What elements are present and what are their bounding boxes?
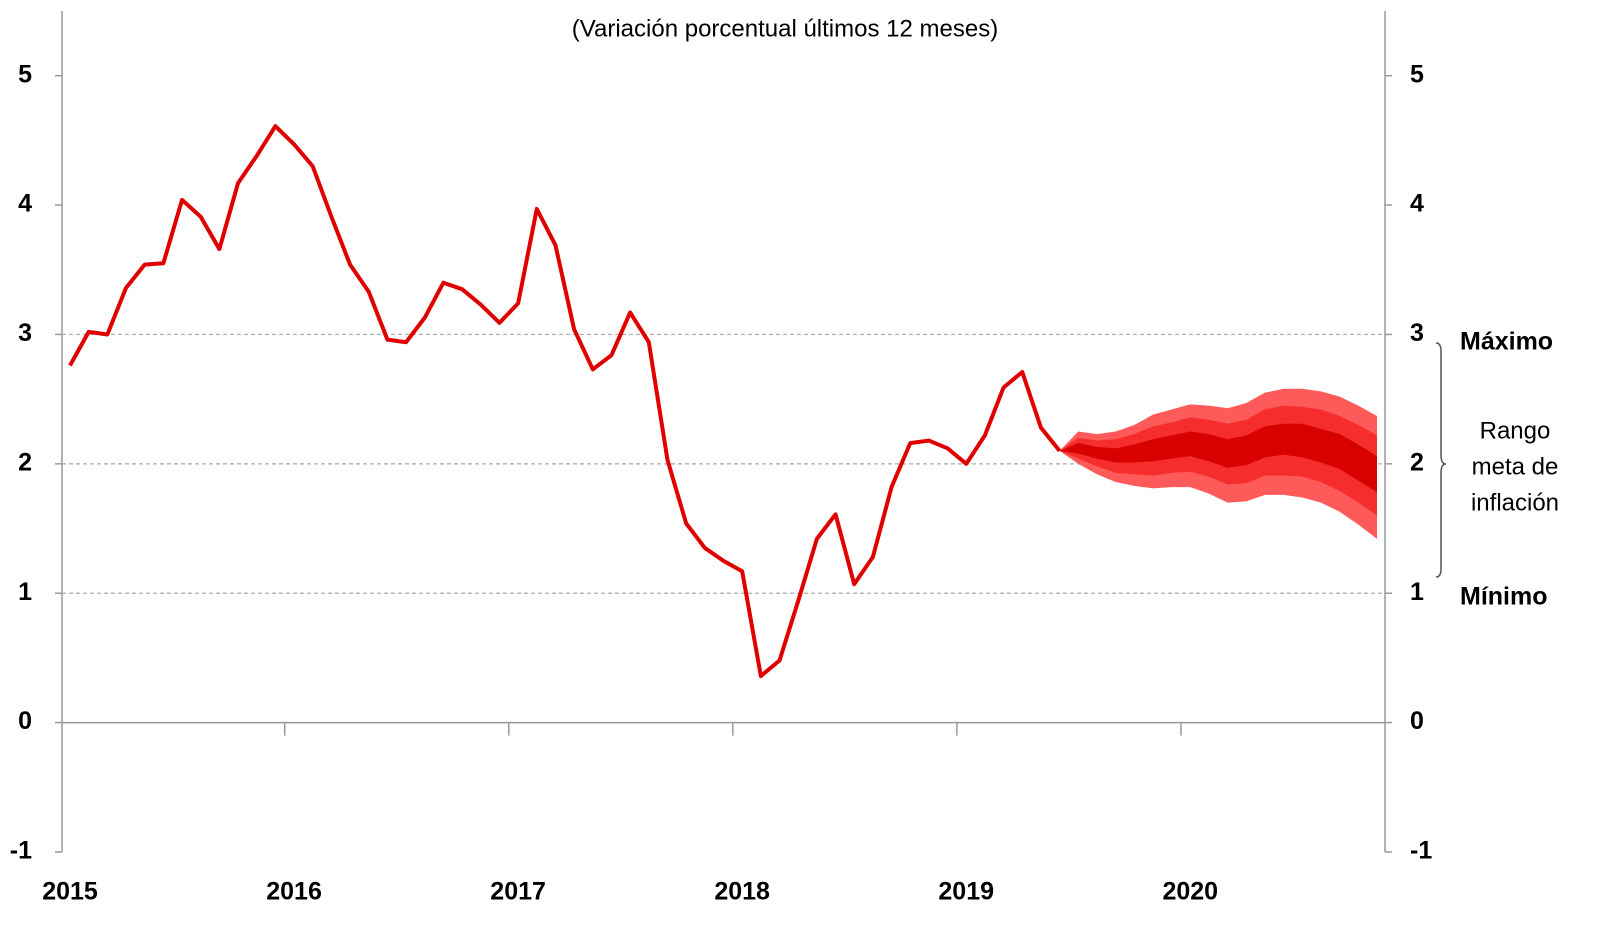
- y2-tick-label: 2: [1410, 448, 1424, 476]
- y-tick-label: 2: [18, 448, 32, 476]
- x-tick-label: 2015: [42, 878, 98, 906]
- range-annotation: Rango: [1480, 417, 1551, 444]
- max-annotation: Máximo: [1460, 328, 1553, 356]
- y2-tick-label: 0: [1410, 707, 1424, 735]
- x-tick-label: 2019: [938, 878, 994, 906]
- min-annotation: Mínimo: [1460, 583, 1548, 611]
- y-tick-label: 0: [18, 707, 32, 735]
- x-tick-label: 2016: [266, 878, 322, 906]
- y-tick-label: 5: [18, 60, 32, 88]
- y-tick-label: 3: [18, 319, 32, 347]
- chart-subtitle: (Variación porcentual últimos 12 meses): [572, 15, 998, 42]
- y2-tick-label: 5: [1410, 60, 1424, 88]
- y2-tick-label: 4: [1410, 190, 1424, 218]
- x-tick-label: 2018: [714, 878, 770, 906]
- range-annotation: inflación: [1471, 489, 1559, 516]
- y-tick-label: -1: [10, 837, 32, 865]
- range-annotation: meta de: [1472, 453, 1559, 480]
- y-tick-label: 1: [18, 578, 32, 606]
- y2-tick-label: 3: [1410, 319, 1424, 347]
- y2-tick-label: 1: [1410, 578, 1424, 606]
- x-tick-label: 2017: [490, 878, 546, 906]
- fan-band: [1059, 423, 1377, 493]
- line: [68, 124, 1062, 679]
- y-tick-label: 4: [18, 190, 32, 218]
- x-tick-label: 2020: [1162, 878, 1218, 906]
- y2-tick-label: -1: [1410, 837, 1432, 865]
- range-brace: [1435, 342, 1447, 578]
